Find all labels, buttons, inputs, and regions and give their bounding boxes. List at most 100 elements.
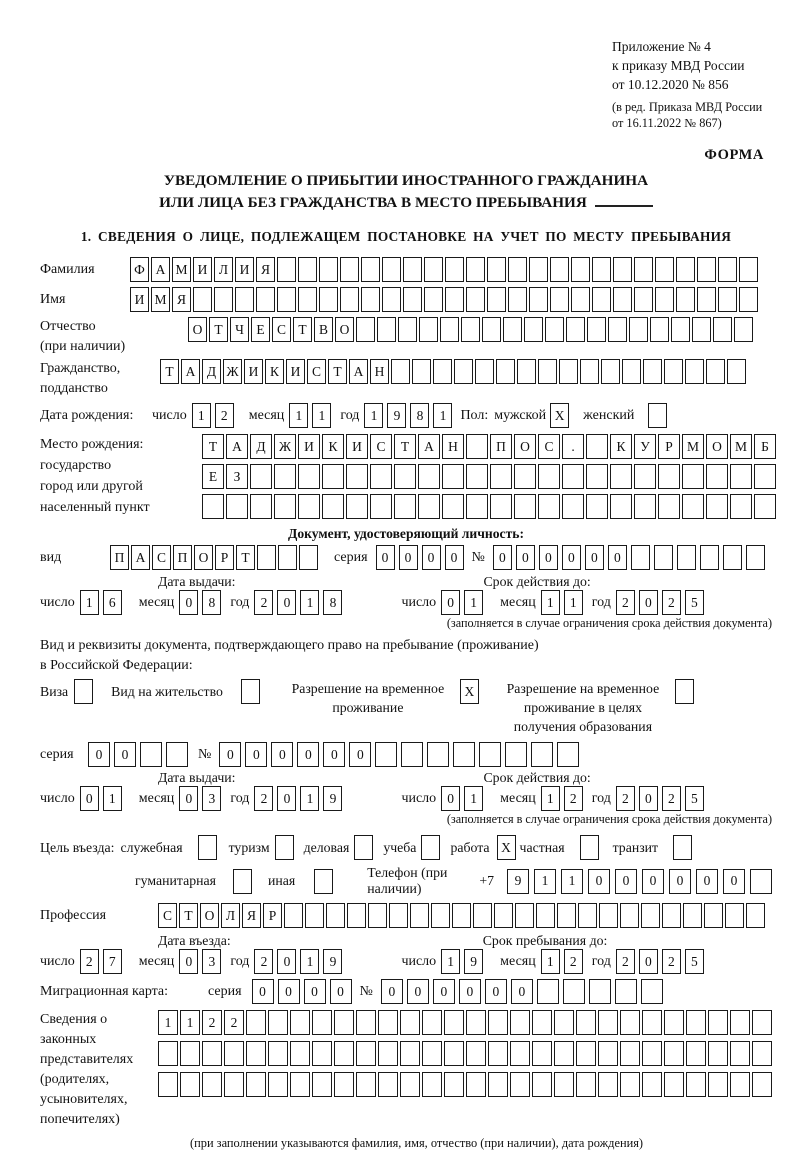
char-box[interactable] xyxy=(586,434,608,459)
char-box[interactable]: Е xyxy=(251,317,270,342)
char-box[interactable]: 2 xyxy=(661,949,681,974)
char-box[interactable]: Р xyxy=(263,903,282,928)
char-box[interactable]: 1 xyxy=(300,590,320,615)
char-box[interactable] xyxy=(378,1041,398,1066)
char-box[interactable] xyxy=(725,903,744,928)
char-box[interactable] xyxy=(505,742,528,767)
char-box[interactable] xyxy=(453,742,476,767)
char-box[interactable] xyxy=(566,317,585,342)
char-box[interactable] xyxy=(421,835,441,860)
char-box[interactable] xyxy=(488,1010,508,1035)
char-box[interactable] xyxy=(708,1010,728,1035)
char-box[interactable] xyxy=(752,1072,772,1097)
char-box[interactable]: 0 xyxy=(179,786,199,811)
char-box[interactable]: Т xyxy=(328,359,347,384)
char-box[interactable] xyxy=(697,287,716,312)
char-box[interactable] xyxy=(235,287,254,312)
char-box[interactable]: Ж xyxy=(274,434,296,459)
char-box[interactable]: М xyxy=(172,257,191,282)
birthplace-row3-boxes[interactable] xyxy=(202,494,778,519)
char-box[interactable]: 1 xyxy=(300,949,320,974)
char-box[interactable]: П xyxy=(110,545,129,570)
char-box[interactable] xyxy=(250,464,272,489)
char-box[interactable] xyxy=(401,742,424,767)
char-box[interactable] xyxy=(658,494,680,519)
char-box[interactable] xyxy=(650,317,669,342)
purpose-work-checkbox[interactable]: X xyxy=(492,835,516,860)
char-box[interactable] xyxy=(347,903,366,928)
char-box[interactable] xyxy=(592,287,611,312)
char-box[interactable] xyxy=(312,1041,332,1066)
char-box[interactable] xyxy=(482,317,501,342)
char-box[interactable] xyxy=(298,257,317,282)
char-box[interactable] xyxy=(250,494,272,519)
char-box[interactable] xyxy=(382,257,401,282)
char-box[interactable] xyxy=(232,868,252,894)
char-box[interactable]: 0 xyxy=(538,545,558,570)
char-box[interactable]: 0 xyxy=(303,979,326,1004)
char-box[interactable]: 0 xyxy=(484,979,507,1004)
char-box[interactable] xyxy=(538,359,557,384)
char-box[interactable] xyxy=(517,359,536,384)
char-box[interactable] xyxy=(664,359,683,384)
char-box[interactable]: 0 xyxy=(421,545,441,570)
char-box[interactable] xyxy=(394,494,416,519)
char-box[interactable] xyxy=(713,317,732,342)
char-box[interactable]: 1 xyxy=(540,786,560,811)
char-box[interactable] xyxy=(562,464,584,489)
char-box[interactable] xyxy=(622,359,641,384)
char-box[interactable] xyxy=(400,1041,420,1066)
char-box[interactable] xyxy=(290,1010,310,1035)
char-box[interactable] xyxy=(704,903,723,928)
char-box[interactable] xyxy=(298,287,317,312)
char-box[interactable] xyxy=(515,903,534,928)
char-box[interactable] xyxy=(620,1041,640,1066)
char-box[interactable] xyxy=(674,679,694,704)
char-box[interactable] xyxy=(368,903,387,928)
char-box[interactable] xyxy=(730,494,752,519)
char-box[interactable] xyxy=(312,1072,332,1097)
char-box[interactable]: 1 xyxy=(312,403,332,428)
char-box[interactable]: М xyxy=(151,287,170,312)
char-box[interactable] xyxy=(746,903,765,928)
char-box[interactable] xyxy=(389,903,408,928)
char-box[interactable] xyxy=(578,903,597,928)
char-box[interactable]: Я xyxy=(242,903,261,928)
char-box[interactable]: 9 xyxy=(323,949,343,974)
char-box[interactable] xyxy=(592,257,611,282)
char-box[interactable] xyxy=(346,464,368,489)
char-box[interactable] xyxy=(354,835,374,860)
char-box[interactable] xyxy=(692,317,711,342)
char-box[interactable]: 0 xyxy=(179,949,199,974)
char-box[interactable]: 0 xyxy=(515,545,535,570)
char-box[interactable] xyxy=(466,257,485,282)
char-box[interactable]: 0 xyxy=(277,949,297,974)
char-box[interactable] xyxy=(74,679,94,704)
char-box[interactable] xyxy=(356,317,375,342)
char-box[interactable] xyxy=(586,464,608,489)
char-box[interactable] xyxy=(466,464,488,489)
char-box[interactable]: А xyxy=(131,545,150,570)
char-box[interactable]: К xyxy=(265,359,284,384)
char-box[interactable] xyxy=(642,1010,662,1035)
char-box[interactable] xyxy=(642,1041,662,1066)
char-box[interactable]: 0 xyxy=(584,545,604,570)
char-box[interactable] xyxy=(557,903,576,928)
char-box[interactable]: О xyxy=(514,434,536,459)
char-box[interactable] xyxy=(256,287,275,312)
char-box[interactable] xyxy=(750,868,772,894)
char-box[interactable] xyxy=(226,494,248,519)
char-box[interactable] xyxy=(488,1041,508,1066)
char-box[interactable] xyxy=(466,1010,486,1035)
char-box[interactable] xyxy=(378,1072,398,1097)
char-box[interactable] xyxy=(648,403,668,428)
char-box[interactable] xyxy=(422,1072,442,1097)
char-box[interactable] xyxy=(730,1010,750,1035)
char-box[interactable] xyxy=(166,742,188,767)
